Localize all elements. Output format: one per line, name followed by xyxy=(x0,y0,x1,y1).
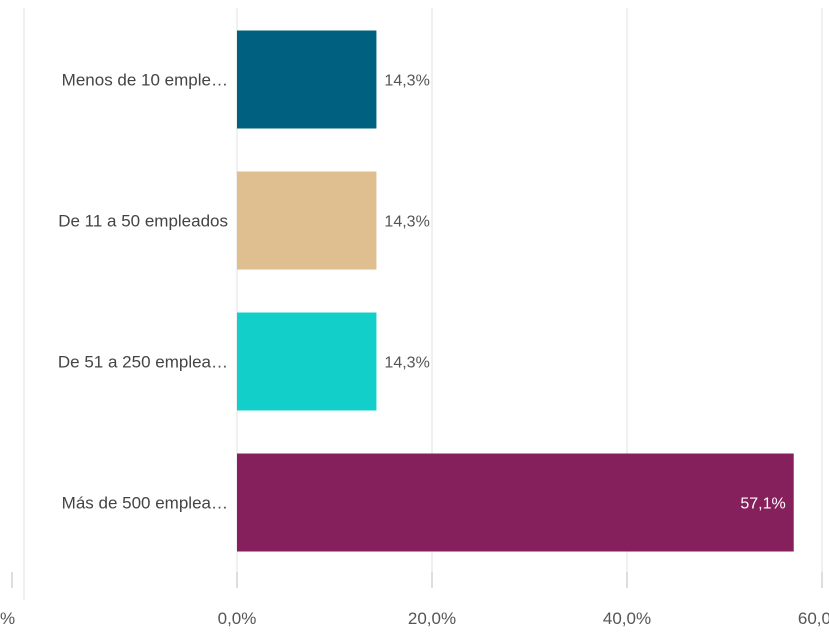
category-label: De 11 a 50 empleados xyxy=(58,212,228,231)
bar[interactable] xyxy=(237,171,377,270)
data-label: 57,1% xyxy=(740,496,785,513)
x-tick-label: 20,0% xyxy=(408,609,456,628)
data-label: 14,3% xyxy=(384,214,429,231)
bar-layer xyxy=(237,30,794,552)
x-tick-label: 40,0% xyxy=(603,609,651,628)
data-label: 14,3% xyxy=(384,73,429,90)
bar[interactable] xyxy=(237,312,377,411)
bar[interactable] xyxy=(237,30,377,129)
bar[interactable] xyxy=(237,453,794,552)
axis-layer: % 0,0% 20,0% 40,0% 60,0% xyxy=(0,572,829,628)
data-label: 14,3% xyxy=(384,355,429,372)
category-label: Más de 500 emplea… xyxy=(62,494,228,513)
partial-tick-label: % xyxy=(0,609,15,628)
category-label: Menos de 10 emple… xyxy=(62,71,228,90)
x-tick-label: 60,0% xyxy=(798,609,829,628)
x-tick-label: 0,0% xyxy=(218,609,257,628)
category-label: De 51 a 250 emplea… xyxy=(58,353,228,372)
label-layer: Menos de 10 emple… 14,3% De 11 a 50 emplea… xyxy=(58,71,786,513)
